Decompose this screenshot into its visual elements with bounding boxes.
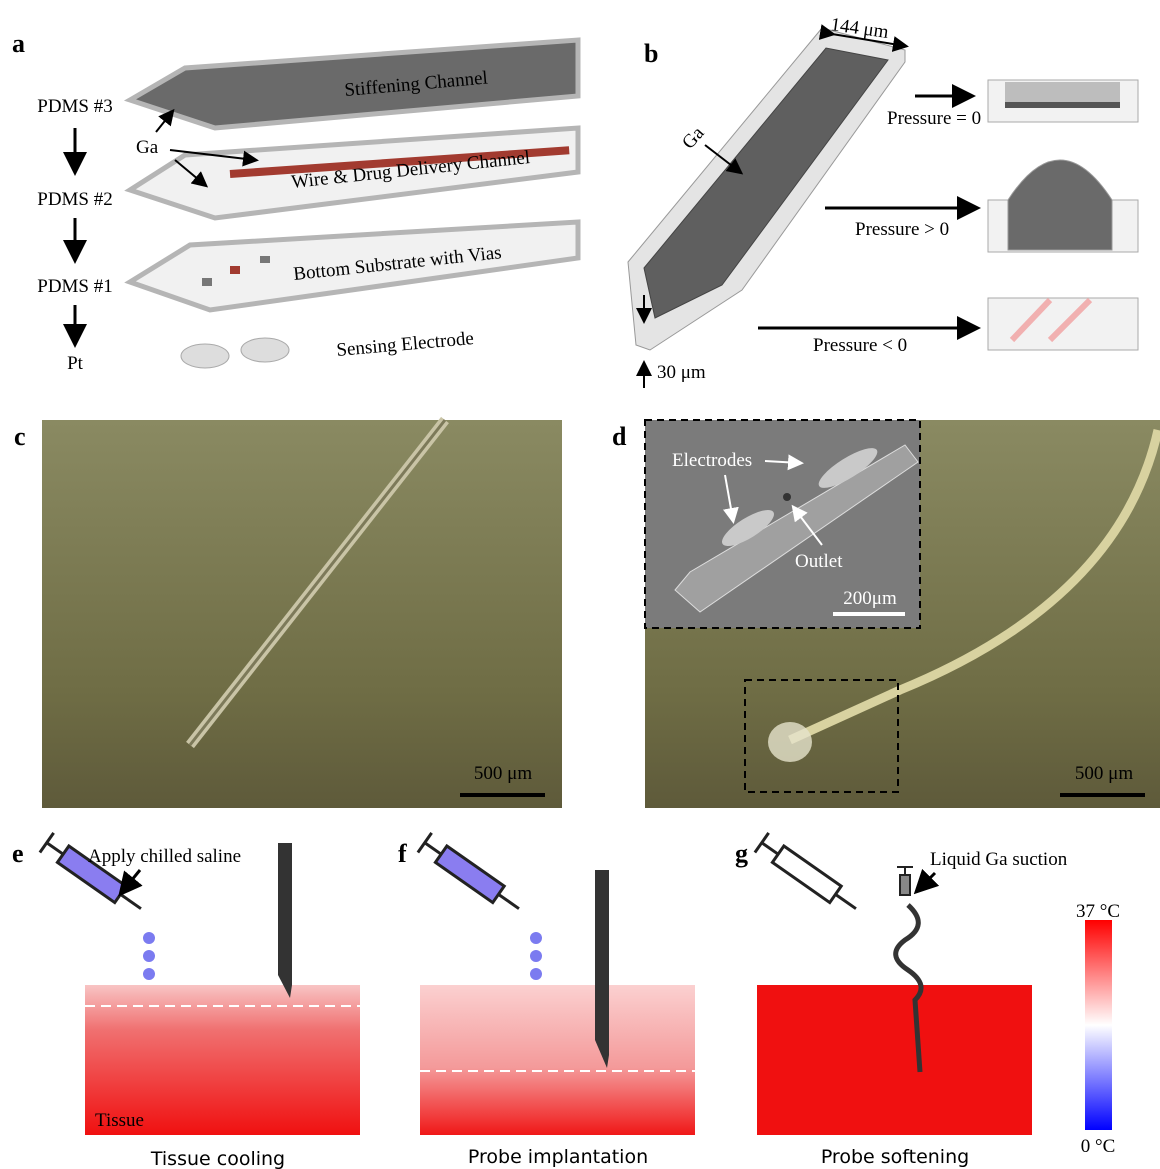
caption: Tissue cooling: [150, 1148, 285, 1169]
probe: [278, 843, 292, 998]
arrow: [156, 112, 172, 132]
panel-a: a PDMS #3 PDMS #2 PDMS #1 Pt Ga Stiffeni…: [12, 29, 578, 374]
syringe: [755, 833, 863, 919]
via: [260, 256, 270, 263]
inflated-channel: [1008, 160, 1112, 250]
panel-label: a: [12, 29, 25, 58]
panel-label: e: [12, 839, 24, 868]
photo: [42, 420, 562, 808]
annotation: Liquid Ga suction: [930, 849, 1068, 870]
small-syringe: [897, 867, 913, 895]
outlet: [783, 493, 791, 501]
scale-label: 200μm: [843, 588, 897, 609]
callout: Ga: [136, 137, 159, 158]
callout: Ga: [678, 122, 709, 153]
layer-label: Pt: [67, 353, 84, 374]
drop: [143, 968, 155, 980]
state-label: Pressure < 0: [813, 335, 907, 356]
panel-g: g Liquid Ga suction Probe softening 37 °…: [735, 833, 1120, 1168]
state-label: Pressure = 0: [887, 108, 981, 129]
syringe: [418, 833, 526, 919]
tissue: [420, 985, 695, 1135]
scale-label: 500 μm: [474, 763, 532, 784]
arrow: [122, 870, 140, 892]
drop: [530, 950, 542, 962]
electrode: [241, 338, 289, 362]
probe: [595, 870, 609, 1068]
dimension-label: 30 μm: [657, 362, 706, 383]
drop: [530, 968, 542, 980]
layer-label: PDMS #1: [37, 276, 113, 297]
panel-b: b 144 μm Ga 30 μm Pressure = 0 Pressure …: [628, 14, 1138, 388]
inset-label: Electrodes: [672, 450, 752, 471]
panel-label: c: [14, 422, 26, 451]
figure: a PDMS #3 PDMS #2 PDMS #1 Pt Ga Stiffeni…: [0, 0, 1160, 1169]
via: [202, 278, 212, 286]
channel: [1005, 102, 1120, 108]
panel-label: d: [612, 422, 627, 451]
panel-c: c 500 μm: [14, 420, 562, 808]
state-label: Pressure > 0: [855, 219, 949, 240]
via: [230, 266, 240, 274]
panel-label: g: [735, 839, 748, 868]
tissue: [757, 985, 1032, 1135]
electrode: [181, 344, 229, 368]
drop: [530, 932, 542, 944]
panel-label: b: [644, 39, 658, 68]
droplet: [768, 722, 812, 762]
channel: [1005, 82, 1120, 102]
annotation: Apply chilled saline: [88, 846, 241, 867]
inset-label: Outlet: [795, 551, 843, 572]
colorbar: [1085, 920, 1112, 1130]
panel-f: f Probe implantation: [398, 833, 695, 1168]
probe-channel: [644, 48, 888, 318]
layer-label: PDMS #2: [37, 189, 113, 210]
caption: Probe softening: [821, 1146, 969, 1168]
caption: Probe implantation: [468, 1146, 648, 1168]
colorbar-max: 37 °C: [1076, 901, 1120, 922]
drop: [143, 932, 155, 944]
panel-e: e Apply chilled saline Tissue Tissue coo…: [12, 833, 360, 1169]
tissue-label: Tissue: [95, 1110, 144, 1131]
drop: [143, 950, 155, 962]
scale-label: 500 μm: [1075, 763, 1133, 784]
colorbar-min: 0 °C: [1081, 1136, 1116, 1157]
part-label: Sensing Electrode: [336, 328, 475, 361]
layer-label: PDMS #3: [37, 96, 113, 117]
panel-d: d Electrodes Outlet 200μm 500 μm: [612, 420, 1160, 808]
arrow: [918, 873, 935, 890]
panel-label: f: [398, 839, 407, 868]
